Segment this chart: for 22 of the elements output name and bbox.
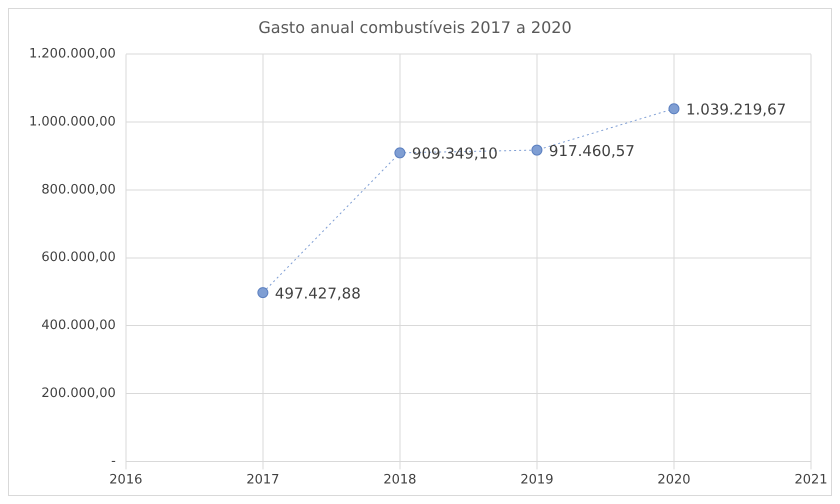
y-tick-label: 1.200.000,00: [28, 46, 116, 62]
point: [257, 287, 268, 298]
data-label: 497.427,88: [274, 284, 361, 302]
y-tick-label: 800.000,00: [41, 182, 116, 198]
x-tick-label: 2017: [246, 472, 280, 488]
y-tick-label: 1.000.000,00: [28, 114, 116, 130]
x-tick-label: 2018: [383, 472, 416, 488]
x-tick-label: 2020: [657, 472, 691, 488]
y-tick-label: 600.000,00: [41, 250, 116, 266]
point: [531, 144, 542, 156]
data-label: 909.349,10: [412, 144, 498, 163]
x-tick-label: 2019: [520, 472, 554, 488]
y-tick-label: -: [111, 454, 116, 469]
x-tick-label: 2016: [109, 472, 142, 488]
data-label: 1.039.219,67: [686, 100, 786, 119]
y-tick-label: 400.000,00: [41, 318, 116, 334]
chart-title: Gasto anual combustíveis 2017 a 2020: [258, 18, 572, 37]
x-tick-label: 2021: [794, 472, 828, 488]
point: [394, 147, 406, 158]
point: [668, 103, 680, 114]
data-label: 917.460,57: [548, 142, 635, 160]
y-tick-label: 200.000,00: [41, 386, 116, 401]
